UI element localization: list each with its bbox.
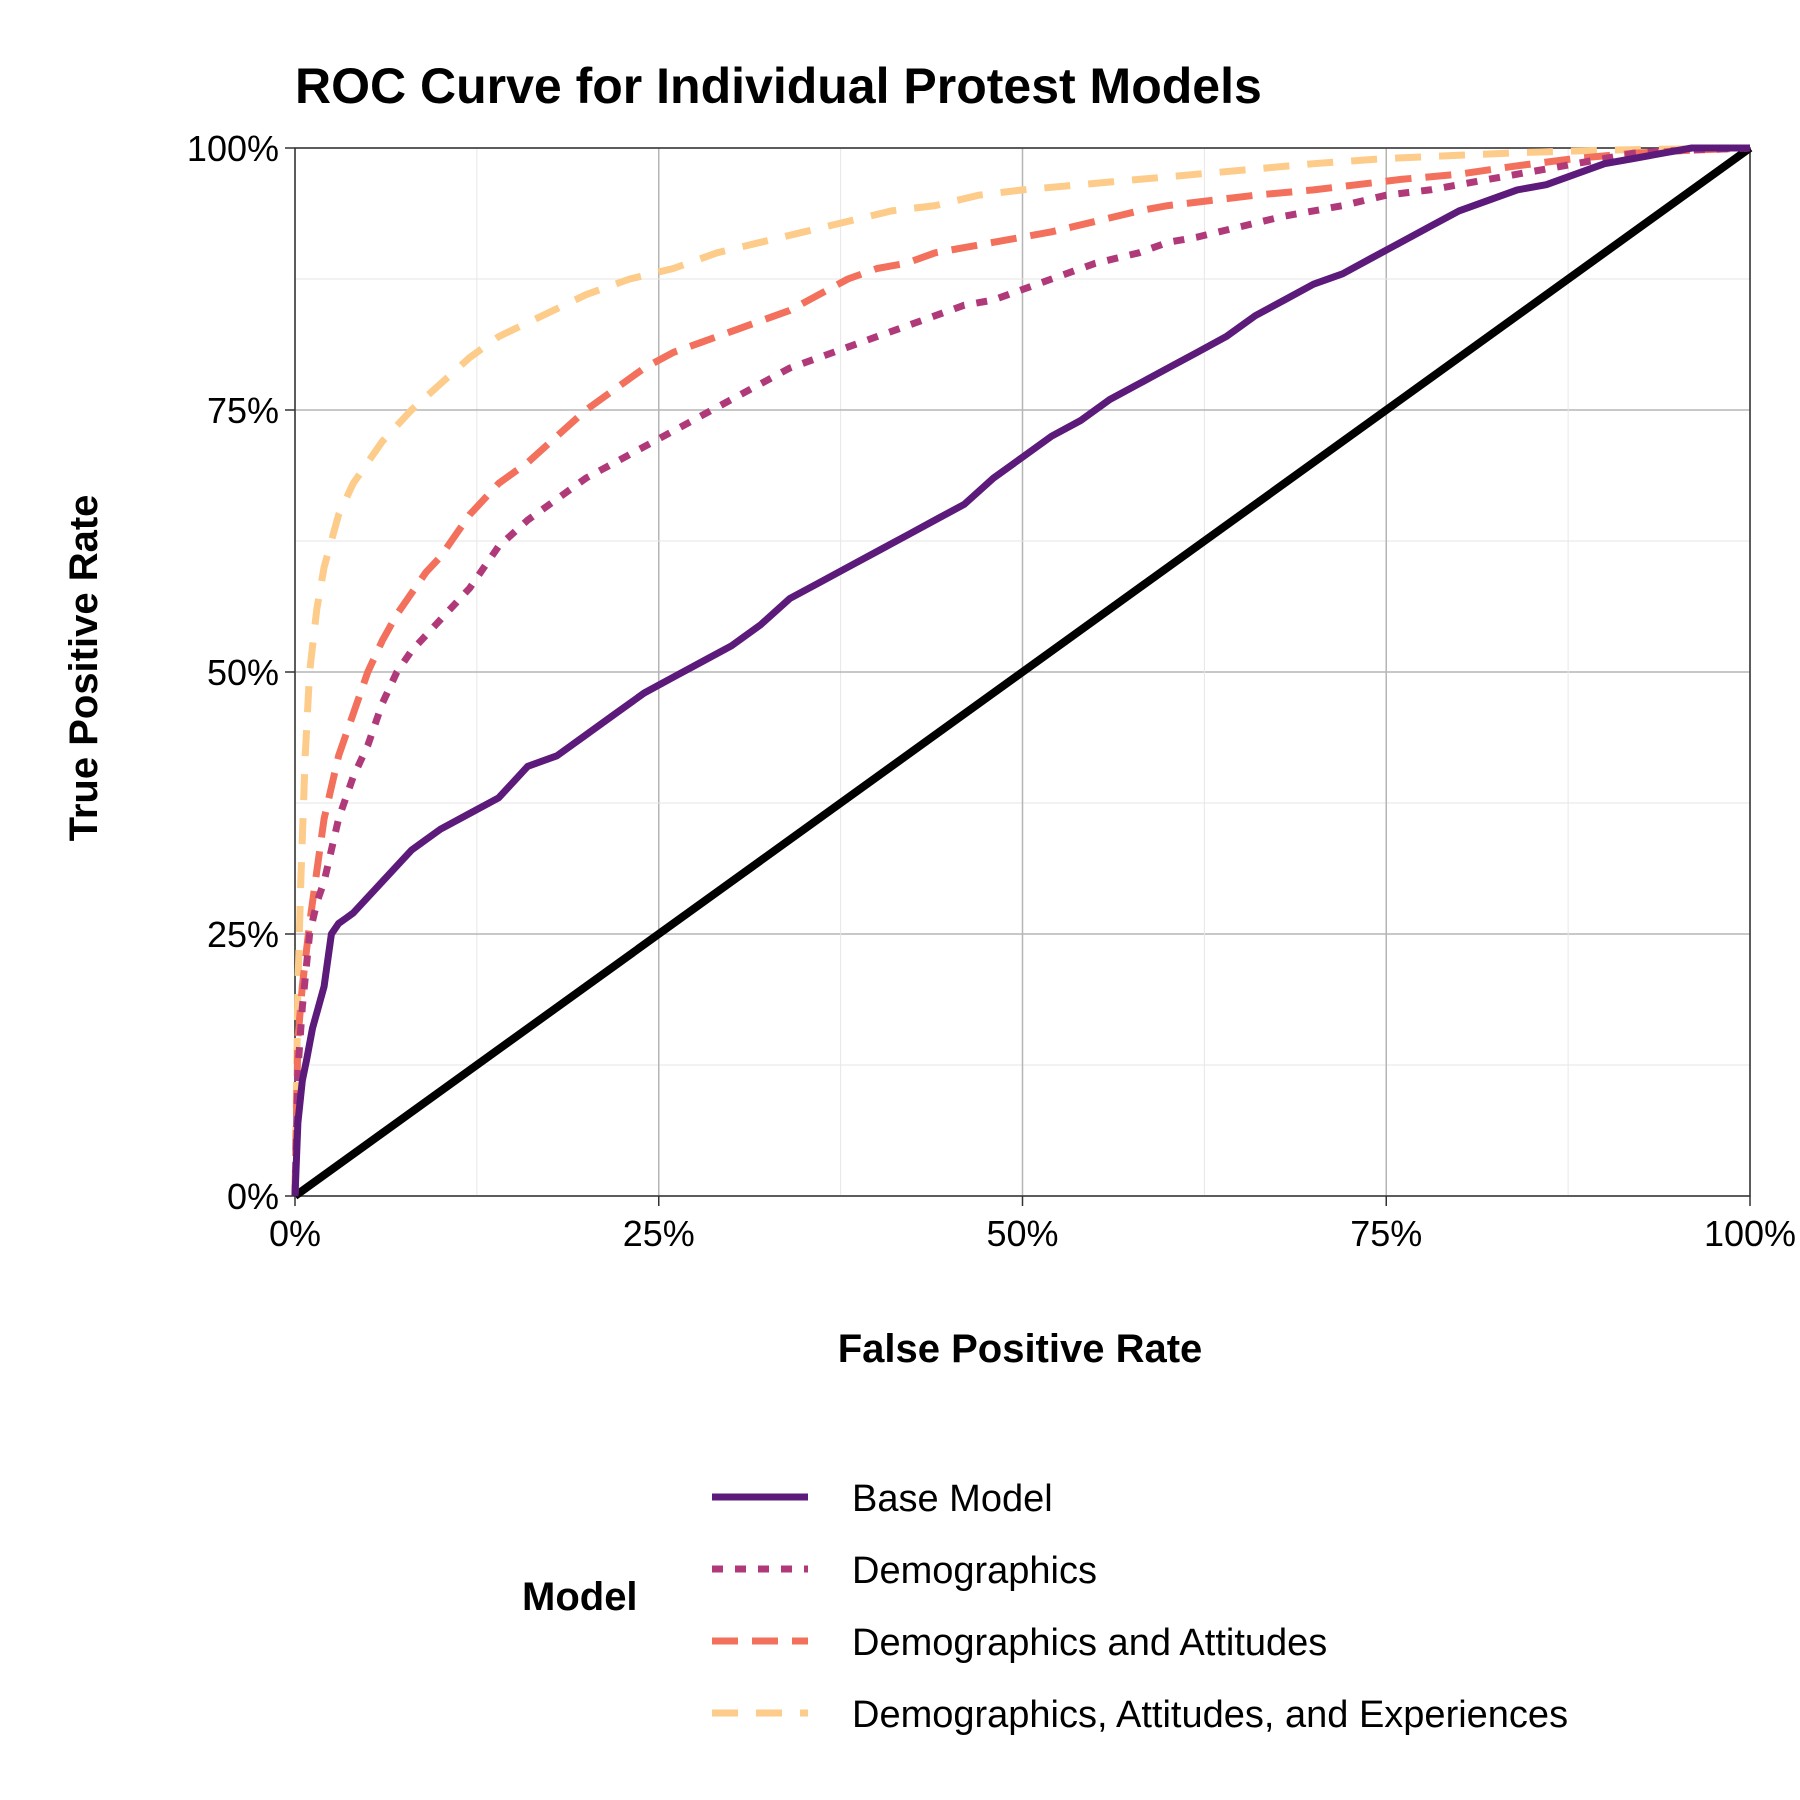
y-tick-label: 0% — [227, 1176, 279, 1217]
x-tick-label: 25% — [623, 1213, 695, 1254]
diagonal-reference-line — [292, 144, 1753, 1200]
legend-title: Model — [522, 1575, 638, 1619]
y-tick-label: 100% — [187, 128, 279, 169]
legend-label: Demographics — [852, 1550, 1097, 1592]
y-axis-ticks: 0% 25% 50% 75% 100% — [187, 128, 295, 1217]
series-line-demographics-attitudes-and-experiences — [291, 144, 1751, 1197]
legend-item: Demographics, Attitudes, and Experiences — [712, 1694, 1568, 1736]
series-line-demographics-and-attitudes — [291, 144, 1751, 1197]
legend-item: Base Model — [712, 1478, 1053, 1520]
series-line-base-model — [291, 144, 1750, 1197]
legend-item: Demographics and Attitudes — [712, 1622, 1327, 1664]
x-tick-label: 100% — [1704, 1213, 1796, 1254]
legend-label: Demographics, Attitudes, and Experiences — [852, 1694, 1568, 1736]
legend-label: Base Model — [852, 1478, 1053, 1520]
series-line-demographics — [291, 144, 1751, 1197]
x-tick-label: 0% — [269, 1213, 321, 1254]
y-tick-label: 75% — [207, 390, 279, 431]
x-tick-label: 50% — [986, 1213, 1058, 1254]
chart-title: ROC Curve for Individual Protest Models — [295, 58, 1262, 114]
y-tick-label: 50% — [207, 652, 279, 693]
series-layer — [291, 144, 1753, 1200]
x-axis-ticks: 0% 25% 50% 75% 100% — [269, 1196, 1796, 1254]
legend-items: Base Model Demographics Demographics and A… — [712, 1478, 1568, 1736]
x-tick-label: 75% — [1350, 1213, 1422, 1254]
legend-item: Demographics — [712, 1550, 1097, 1592]
legend-label: Demographics and Attitudes — [852, 1622, 1327, 1664]
y-tick-label: 25% — [207, 914, 279, 955]
y-axis-title: True Positive Rate — [62, 495, 106, 842]
x-axis-title: False Positive Rate — [838, 1327, 1203, 1371]
legend: Model Base Model Demographics Demographics… — [522, 1478, 1568, 1736]
